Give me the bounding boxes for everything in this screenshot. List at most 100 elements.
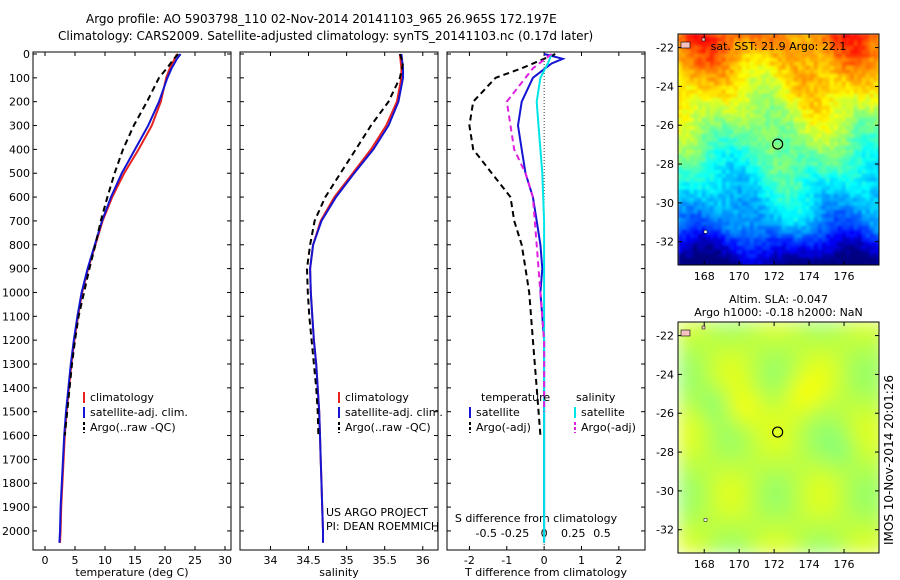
lon-tick-label: 172	[764, 558, 785, 571]
map-cell	[877, 121, 879, 127]
map-cell	[821, 145, 827, 151]
map-cell	[761, 221, 767, 227]
map-cell	[693, 425, 703, 435]
map-cell	[709, 393, 719, 403]
map-cell	[817, 105, 823, 111]
map-cell	[745, 34, 751, 39]
map-cell	[685, 433, 695, 443]
map-cell	[789, 34, 795, 39]
map-cell	[853, 369, 863, 379]
map-cell	[709, 149, 715, 155]
map-cell	[757, 45, 763, 51]
map-cell	[709, 189, 715, 195]
map-cell	[793, 153, 799, 159]
map-cell	[821, 353, 831, 363]
map-cell	[757, 237, 763, 243]
lat-tick-label: -24	[656, 368, 674, 381]
map-cell	[825, 65, 831, 71]
map-cell	[757, 217, 763, 223]
map-cell	[789, 173, 795, 179]
map-cell	[873, 117, 879, 123]
map-cell	[857, 113, 863, 119]
map-cell	[785, 73, 791, 79]
x-tick-label: -1	[501, 554, 512, 567]
map-cell	[785, 217, 791, 223]
map-cell	[869, 149, 875, 155]
map-cell	[765, 449, 775, 459]
map-cell	[861, 105, 867, 111]
map-cell	[721, 109, 727, 115]
map-cell	[801, 105, 807, 111]
map-cell	[717, 253, 723, 259]
map-cell	[853, 449, 863, 459]
map-cell	[749, 165, 755, 171]
map-cell	[678, 225, 683, 231]
map-cell	[725, 189, 731, 195]
map-cell	[873, 81, 879, 87]
map-cell	[825, 57, 831, 63]
map-cell	[817, 133, 823, 139]
map-cell	[713, 173, 719, 179]
map-cell	[813, 69, 819, 75]
map-cell	[749, 121, 755, 127]
map-cell	[757, 473, 767, 483]
map-cell	[729, 229, 735, 235]
map-cell	[737, 41, 743, 47]
map-cell	[721, 65, 727, 71]
map-cell	[861, 457, 871, 467]
map-cell	[685, 189, 691, 195]
map-cell	[773, 149, 779, 155]
map-cell	[817, 37, 823, 43]
map-cell	[681, 69, 687, 75]
map-cell	[681, 245, 687, 251]
map-cell	[877, 145, 879, 151]
map-cell	[689, 225, 695, 231]
map-cell	[777, 253, 783, 259]
map-cell	[821, 69, 827, 75]
map-cell	[765, 189, 771, 195]
map-cell	[737, 173, 743, 179]
map-cell	[829, 249, 835, 255]
map-cell	[749, 449, 759, 459]
map-cell	[793, 57, 799, 63]
map-cell	[689, 261, 695, 265]
map-cell	[781, 473, 791, 483]
map-cell	[729, 201, 735, 207]
map-cell	[685, 322, 695, 331]
map-cell	[709, 225, 715, 231]
map-cell	[845, 117, 851, 123]
map-cell	[705, 189, 711, 195]
map-cell	[849, 117, 855, 123]
map-cell	[837, 261, 843, 265]
map-cell	[877, 173, 879, 179]
map-cell	[865, 221, 871, 227]
map-cell	[689, 61, 695, 67]
map-cell	[685, 537, 695, 547]
map-cell	[701, 61, 707, 67]
map-cell	[697, 253, 703, 259]
map-cell	[829, 513, 839, 523]
map-cell	[877, 89, 879, 95]
map-cell	[797, 121, 803, 127]
map-cell	[765, 49, 771, 55]
lat-tick-label: -24	[656, 80, 674, 93]
map-cell	[713, 237, 719, 243]
map-cell	[741, 329, 751, 339]
map-cell	[841, 181, 847, 187]
map-cell	[717, 37, 723, 43]
map-cell	[869, 377, 879, 387]
map-cell	[829, 161, 835, 167]
map-cell	[769, 65, 775, 71]
map-cell	[685, 513, 695, 523]
map-cell	[741, 409, 751, 419]
map-cell	[873, 229, 879, 235]
map-cell	[805, 85, 811, 91]
map-cell	[857, 65, 863, 71]
map-cell	[681, 161, 687, 167]
map-cell	[717, 157, 723, 163]
map-cell	[717, 457, 727, 467]
map-cell	[697, 137, 703, 143]
map-cell	[797, 117, 803, 123]
map-cell	[709, 153, 715, 159]
map-cell	[869, 497, 879, 507]
